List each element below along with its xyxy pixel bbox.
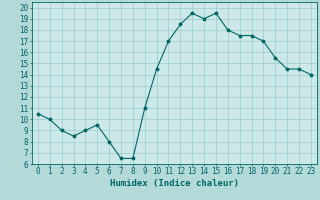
X-axis label: Humidex (Indice chaleur): Humidex (Indice chaleur) (110, 179, 239, 188)
